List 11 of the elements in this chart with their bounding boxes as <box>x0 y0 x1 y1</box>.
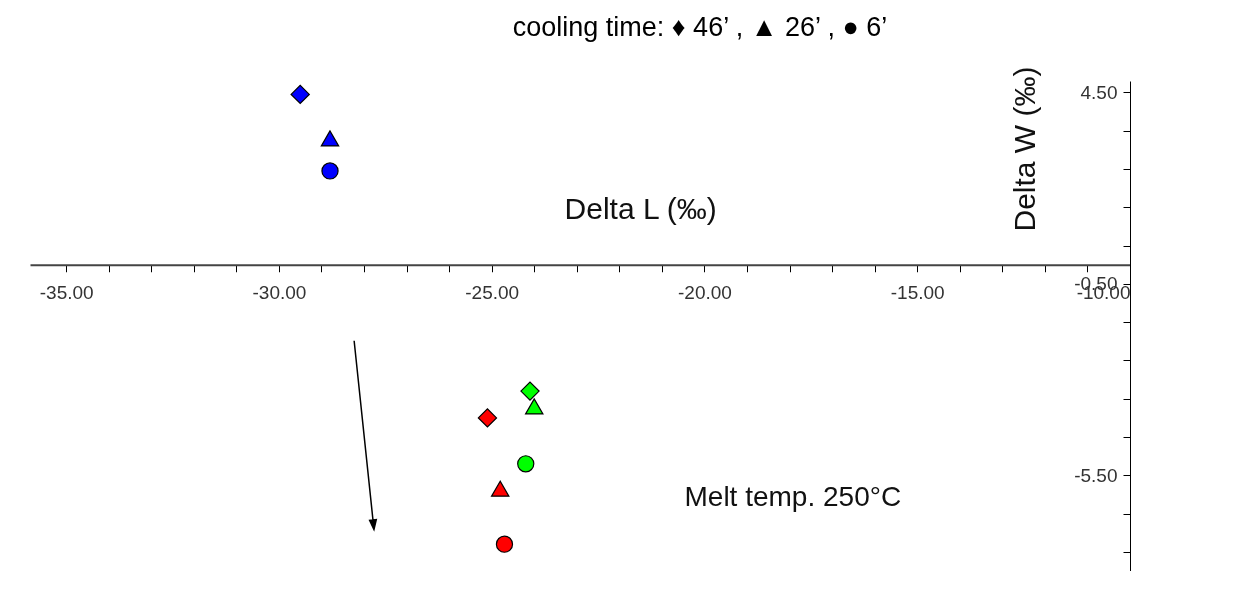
annotation: Melt temp. 250°C <box>684 480 902 512</box>
x-tick-label: -30.00 <box>252 282 307 304</box>
x-axis-title: Delta L (‰) <box>564 192 717 226</box>
x-tick-label: -15.00 <box>890 282 945 304</box>
x-tick-label: -35.00 <box>39 282 94 304</box>
y-axis-title: Delta W (‰) <box>1007 66 1041 232</box>
x-tick-label: -25.00 <box>465 282 520 304</box>
y-tick-label: 4.50 <box>1080 81 1118 103</box>
chart-title: cooling time: ♦ 46’ , ▲ 26’ , ● 6’ <box>512 12 888 42</box>
y-tick-label: -5.50 <box>1074 464 1118 486</box>
x-tick-label: -20.00 <box>678 282 732 304</box>
